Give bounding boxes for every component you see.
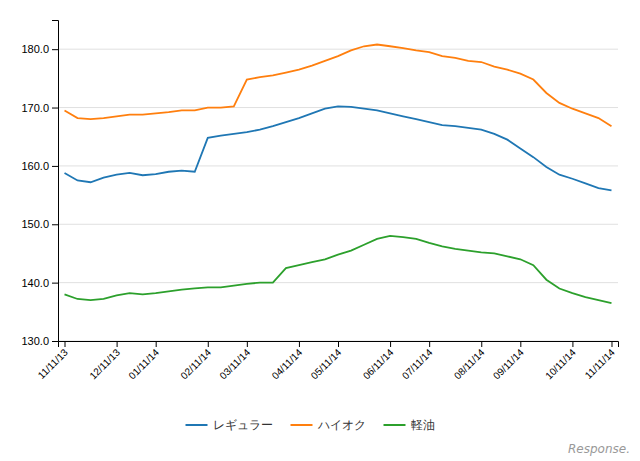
y-tick-label: 180.0 — [21, 43, 49, 55]
x-tick: 12/11/13 — [87, 341, 122, 381]
x-tick-label: 03/11/14 — [218, 346, 253, 381]
x-tick: 11/11/14 — [583, 341, 618, 381]
x-tick-mark — [481, 341, 482, 347]
legend-item: ハイオク — [291, 418, 366, 432]
legend-swatch — [384, 424, 406, 426]
x-tick-label: 02/11/14 — [178, 346, 213, 381]
legend-swatch — [291, 424, 313, 426]
x-tick-label: 08/11/14 — [452, 346, 487, 381]
plot: 130.0 140.0 150.0 160.0 170.0 180.0 11/11/13 12… — [21, 21, 618, 382]
x-tick-mark — [429, 341, 430, 347]
x-tick-mark — [156, 341, 157, 347]
y-tick: 180.0 — [21, 43, 58, 55]
x-tick: 05/11/14 — [309, 341, 344, 381]
chart: 130.0 140.0 150.0 160.0 170.0 180.0 11/11/13 12… — [0, 0, 640, 461]
y-tick-label: 150.0 — [21, 218, 49, 230]
legend-label: 軽油 — [411, 418, 435, 432]
x-tick-mark — [117, 341, 118, 347]
x-tick-mark — [572, 341, 573, 347]
legend-label: レギュラー — [213, 418, 273, 432]
x-tick-mark — [338, 341, 339, 347]
y-axis-line — [52, 21, 59, 342]
y-tick: 170.0 — [21, 102, 58, 114]
legend-item: 軽油 — [384, 418, 435, 432]
y-tick-label: 170.0 — [21, 102, 49, 114]
y-axis: 130.0 140.0 150.0 160.0 170.0 180.0 — [21, 21, 58, 348]
x-axis: 11/11/13 12/11/1301/11/14 02/11/1403/11/14… — [36, 341, 619, 381]
y-tick: 130.0 — [21, 335, 58, 347]
annotation: Response. — [568, 442, 630, 456]
x-tick-label: 09/11/14 — [491, 346, 526, 381]
legend: レギュラー ハイオク 軽油 — [186, 418, 435, 432]
grid-line — [58, 282, 618, 283]
x-tick: 04/11/14 — [270, 341, 305, 381]
y-tick-mark — [52, 108, 58, 109]
x-tick-label: 10/11/14 — [543, 346, 578, 381]
x-tick-label: 07/11/14 — [400, 346, 435, 381]
x-tick-mark — [247, 341, 248, 347]
x-tick: 03/11/14 — [218, 341, 253, 381]
y-tick: 150.0 — [21, 218, 58, 230]
y-tick-mark — [52, 341, 58, 342]
y-tick: 140.0 — [21, 277, 58, 289]
y-tick-mark — [52, 224, 58, 225]
x-tick-label: 04/11/14 — [270, 346, 305, 381]
x-tick-label: 05/11/14 — [309, 346, 344, 381]
series-line — [65, 45, 612, 127]
x-tick-mark — [65, 341, 66, 347]
x-tick: 02/11/14 — [178, 341, 213, 381]
series-line — [65, 106, 612, 190]
x-tick-mark — [520, 341, 521, 347]
x-tick: 11/11/13 — [36, 341, 71, 381]
y-tick-label: 130.0 — [21, 335, 49, 347]
x-tick-label: 11/11/13 — [36, 346, 71, 381]
x-tick: 07/11/14 — [400, 341, 435, 381]
x-tick-label: 06/11/14 — [361, 346, 396, 381]
x-tick-mark — [611, 341, 612, 347]
y-tick-label: 160.0 — [21, 160, 49, 172]
y-tick: 160.0 — [21, 160, 58, 172]
lines — [65, 45, 612, 304]
x-tick: 10/11/14 — [543, 341, 578, 381]
grid — [58, 49, 618, 341]
x-tick: 06/11/14 — [361, 341, 396, 381]
legend-label: ハイオク — [317, 418, 366, 432]
x-tick: 09/11/14 — [491, 341, 526, 381]
legend-swatch — [186, 424, 208, 426]
x-tick: 08/11/14 — [452, 341, 487, 381]
x-tick: 01/11/14 — [126, 341, 161, 381]
x-axis-line — [59, 342, 619, 348]
y-tick-mark — [52, 283, 58, 284]
x-tick-label: 11/11/14 — [583, 346, 618, 381]
legend-item: レギュラー — [186, 418, 273, 432]
grid-line — [58, 49, 618, 50]
y-tick-label: 140.0 — [21, 277, 49, 289]
x-tick-label: 01/11/14 — [126, 346, 161, 381]
x-tick-mark — [208, 341, 209, 347]
x-tick-mark — [299, 341, 300, 347]
series-line — [65, 236, 612, 303]
grid-line — [58, 165, 618, 166]
x-tick-mark — [390, 341, 391, 347]
grid-line — [58, 224, 618, 225]
y-tick-mark — [52, 166, 58, 167]
y-tick-mark — [52, 49, 58, 50]
x-tick-label: 12/11/13 — [87, 346, 122, 381]
